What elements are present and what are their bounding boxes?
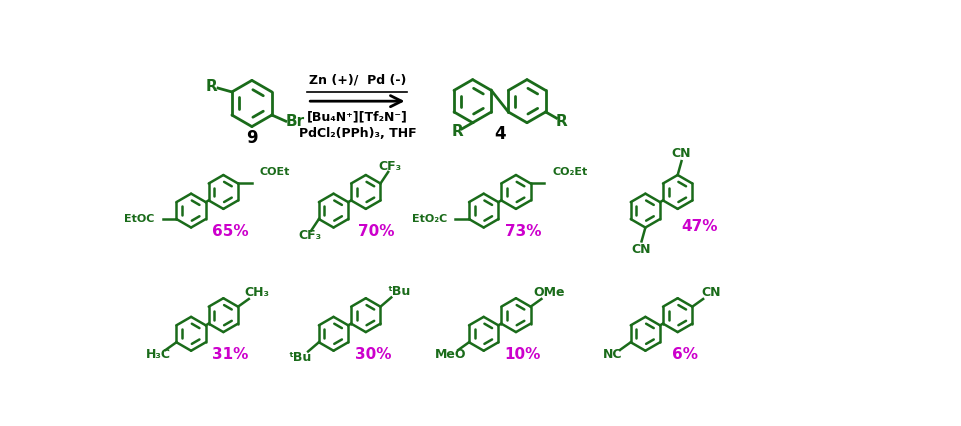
Text: Br: Br bbox=[285, 114, 305, 129]
Text: CN: CN bbox=[672, 147, 691, 160]
Text: NC: NC bbox=[603, 348, 622, 361]
Text: CO₂Et: CO₂Et bbox=[553, 167, 587, 177]
Text: 65%: 65% bbox=[212, 224, 249, 239]
Text: 70%: 70% bbox=[358, 224, 395, 239]
Text: CF₃: CF₃ bbox=[298, 230, 321, 242]
Text: 6%: 6% bbox=[672, 348, 698, 363]
Text: 31%: 31% bbox=[212, 348, 249, 363]
Text: 10%: 10% bbox=[505, 348, 541, 363]
Text: 47%: 47% bbox=[681, 219, 718, 234]
Text: H₃C: H₃C bbox=[145, 348, 170, 361]
Text: Zn (+)/  Pd (-): Zn (+)/ Pd (-) bbox=[308, 73, 407, 86]
Text: EtOC: EtOC bbox=[125, 214, 155, 224]
Text: COEt: COEt bbox=[259, 167, 290, 177]
Text: 30%: 30% bbox=[355, 348, 391, 363]
Text: EtO₂C: EtO₂C bbox=[412, 214, 448, 224]
Text: R: R bbox=[555, 114, 567, 129]
Text: CF₃: CF₃ bbox=[379, 160, 402, 173]
Text: ᵗBu: ᵗBu bbox=[288, 351, 312, 364]
Text: 9: 9 bbox=[246, 129, 258, 147]
Text: MeO: MeO bbox=[434, 348, 466, 361]
Text: CN: CN bbox=[702, 286, 721, 299]
Text: PdCl₂(PPh)₃, THF: PdCl₂(PPh)₃, THF bbox=[299, 127, 416, 140]
Text: 4: 4 bbox=[494, 125, 505, 143]
Text: 73%: 73% bbox=[505, 224, 541, 239]
Text: CH₃: CH₃ bbox=[244, 286, 269, 299]
Text: [Bu₄N⁺][Tf₂N⁻]: [Bu₄N⁺][Tf₂N⁻] bbox=[307, 110, 407, 123]
Text: R: R bbox=[452, 124, 463, 139]
Text: ᵗBu: ᵗBu bbox=[387, 285, 410, 298]
Text: CN: CN bbox=[631, 242, 652, 256]
Text: OMe: OMe bbox=[533, 286, 565, 299]
Text: R: R bbox=[206, 79, 218, 94]
